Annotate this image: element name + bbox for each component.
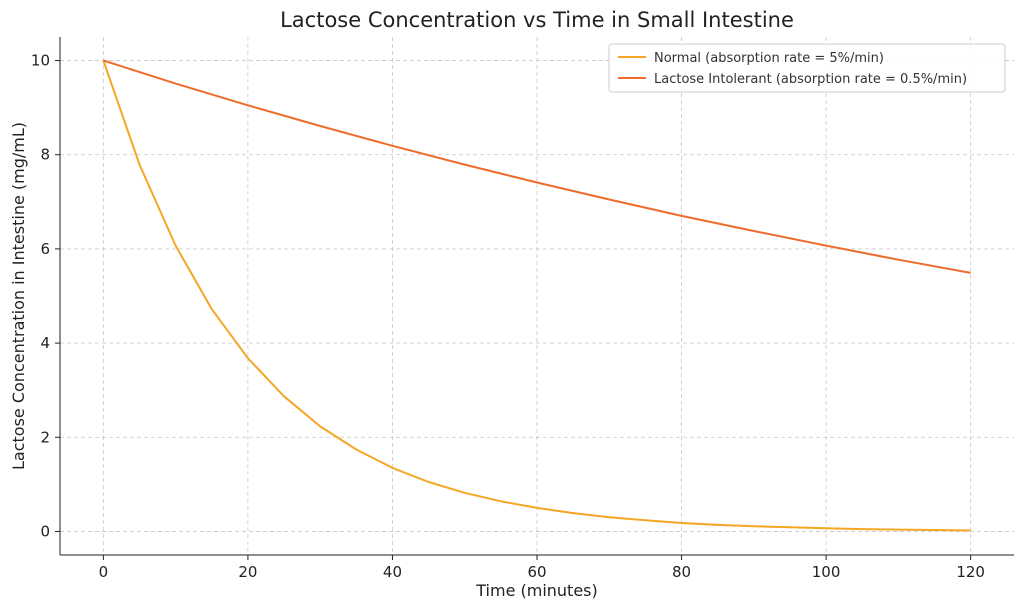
series-line-intolerant (103, 59, 971, 274)
y-tick-label: 8 (40, 146, 50, 164)
x-tick-label: 60 (527, 563, 546, 581)
y-tick-label: 0 (40, 522, 50, 540)
x-tick-label: 100 (812, 563, 841, 581)
series-line-normal (102, 60, 971, 532)
legend-label-normal: Normal (absorption rate = 5%/min) (654, 51, 884, 66)
y-tick-label: 2 (40, 428, 50, 446)
x-tick-label: 80 (672, 563, 691, 581)
legend: Normal (absorption rate = 5%/min) Lactos… (608, 43, 1006, 93)
y-tick-label: 6 (40, 240, 50, 258)
x-axis-title: Time (minutes) (475, 581, 598, 600)
x-tick-label: 120 (956, 563, 985, 581)
ticks: 0 20 40 60 80 100 120 0 2 4 6 8 10 (31, 52, 985, 581)
x-tick-label: 0 (99, 563, 109, 581)
y-axis-title: Lactose Concentration in Intestine (mg/m… (9, 122, 28, 470)
legend-box (608, 43, 1006, 93)
y-tick-label: 10 (31, 52, 50, 70)
x-tick-label: 40 (383, 563, 402, 581)
x-tick-label: 20 (238, 563, 257, 581)
grid-lines (60, 37, 1014, 555)
y-tick-label: 4 (40, 334, 50, 352)
series-layer (102, 59, 971, 532)
chart-title: Lactose Concentration vs Time in Small I… (280, 8, 794, 32)
legend-label-intolerant: Lactose Intolerant (absorption rate = 0.… (654, 72, 967, 87)
